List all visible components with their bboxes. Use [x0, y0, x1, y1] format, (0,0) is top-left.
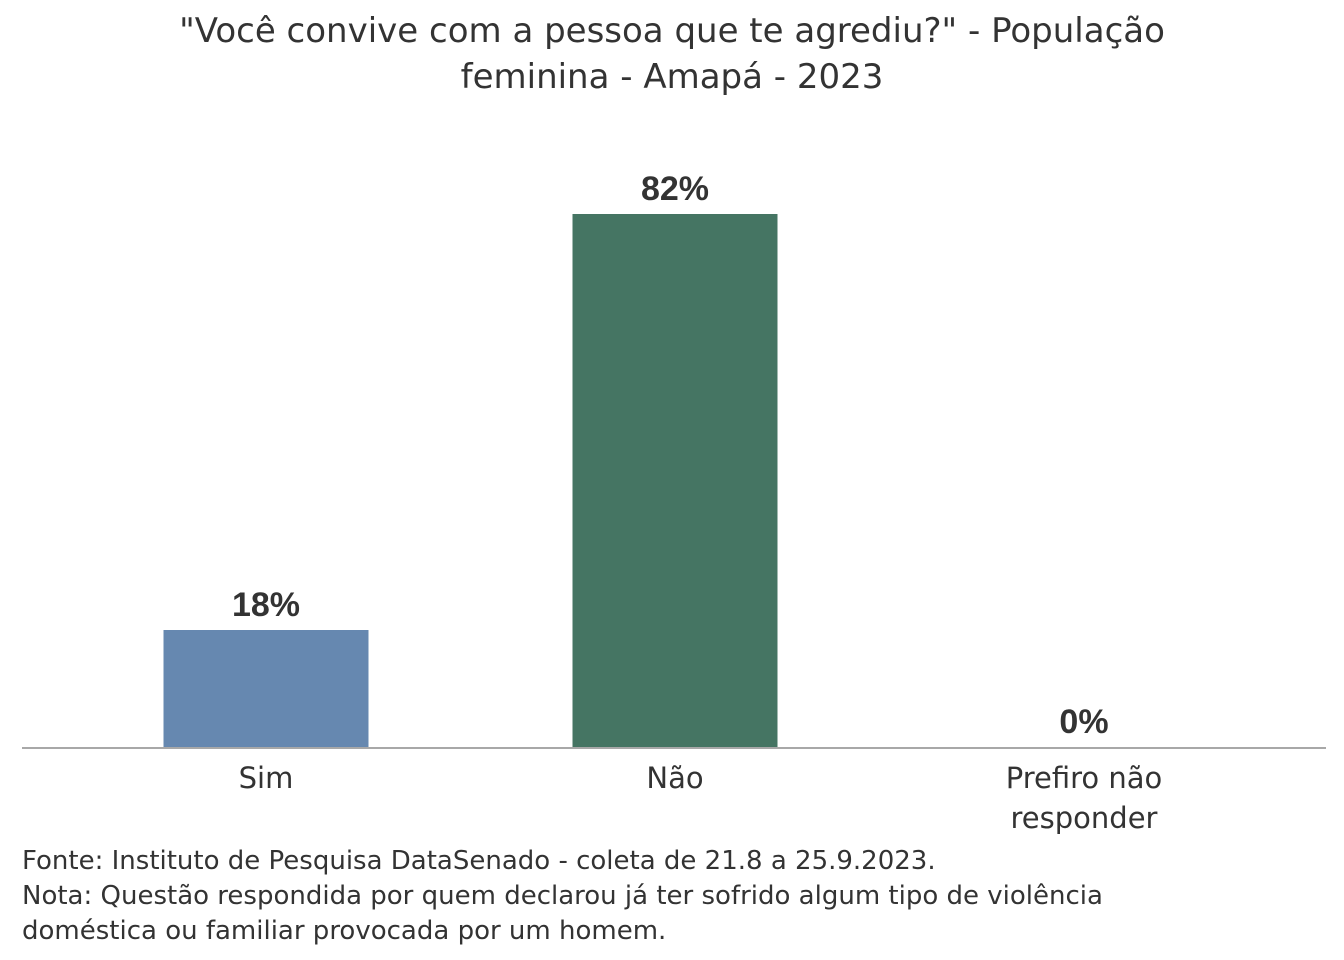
source-note: Fonte: Instituto de Pesquisa DataSenado … [22, 846, 936, 876]
note-line-1: Nota: Questão respondida por quem declar… [22, 881, 1103, 911]
note-line-2: doméstica ou familiar provocada por um h… [22, 916, 667, 946]
chart-title-line-2: feminina - Amapá - 2023 [460, 57, 884, 97]
data-label-2: 0% [1059, 703, 1108, 741]
chart-title-line-1: "Você convive com a pessoa que te agredi… [179, 11, 1165, 51]
category-label-2-line-1: responder [1011, 801, 1158, 835]
bar-0 [163, 630, 369, 747]
chart-title: "Você convive com a pessoa que te agredi… [0, 8, 1344, 100]
chart-footnote: Fonte: Instituto de Pesquisa DataSenado … [22, 844, 1322, 949]
bar-1 [572, 214, 778, 747]
data-label-0: 18% [232, 586, 300, 624]
category-label-2-line-0: Prefiro não [1006, 761, 1163, 795]
data-label-1: 82% [641, 170, 709, 208]
category-label-1: Não [646, 761, 703, 795]
category-label-0: Sim [239, 761, 294, 795]
